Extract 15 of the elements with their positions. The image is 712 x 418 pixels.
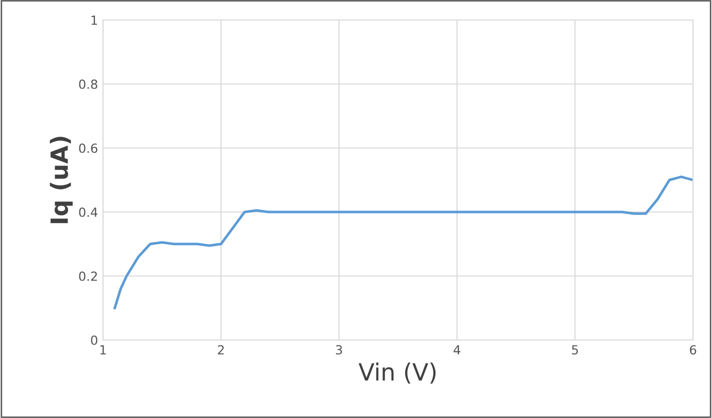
y-tick-label: 0.8 [79, 79, 98, 89]
x-tick-label: 3 [336, 345, 342, 355]
x-tick-label: 1 [100, 345, 106, 354]
y-tick-label: 0.2 [79, 271, 97, 281]
x-tick-label: 5 [572, 345, 578, 355]
y-tick-label: 0 [91, 335, 98, 345]
y-tick-label: 0.4 [79, 207, 98, 217]
y-axis-title: Iq (uA) [50, 136, 73, 224]
x-tick-label: 2 [218, 345, 224, 354]
x-tick-label: 4 [454, 345, 460, 354]
line-series [114, 176, 693, 310]
y-tick-label: 0.6 [79, 143, 98, 153]
x-tick-label: 6 [690, 345, 696, 355]
y-tick-label: 1 [92, 16, 97, 25]
x-axis-title: Vin (V) [358, 362, 436, 384]
